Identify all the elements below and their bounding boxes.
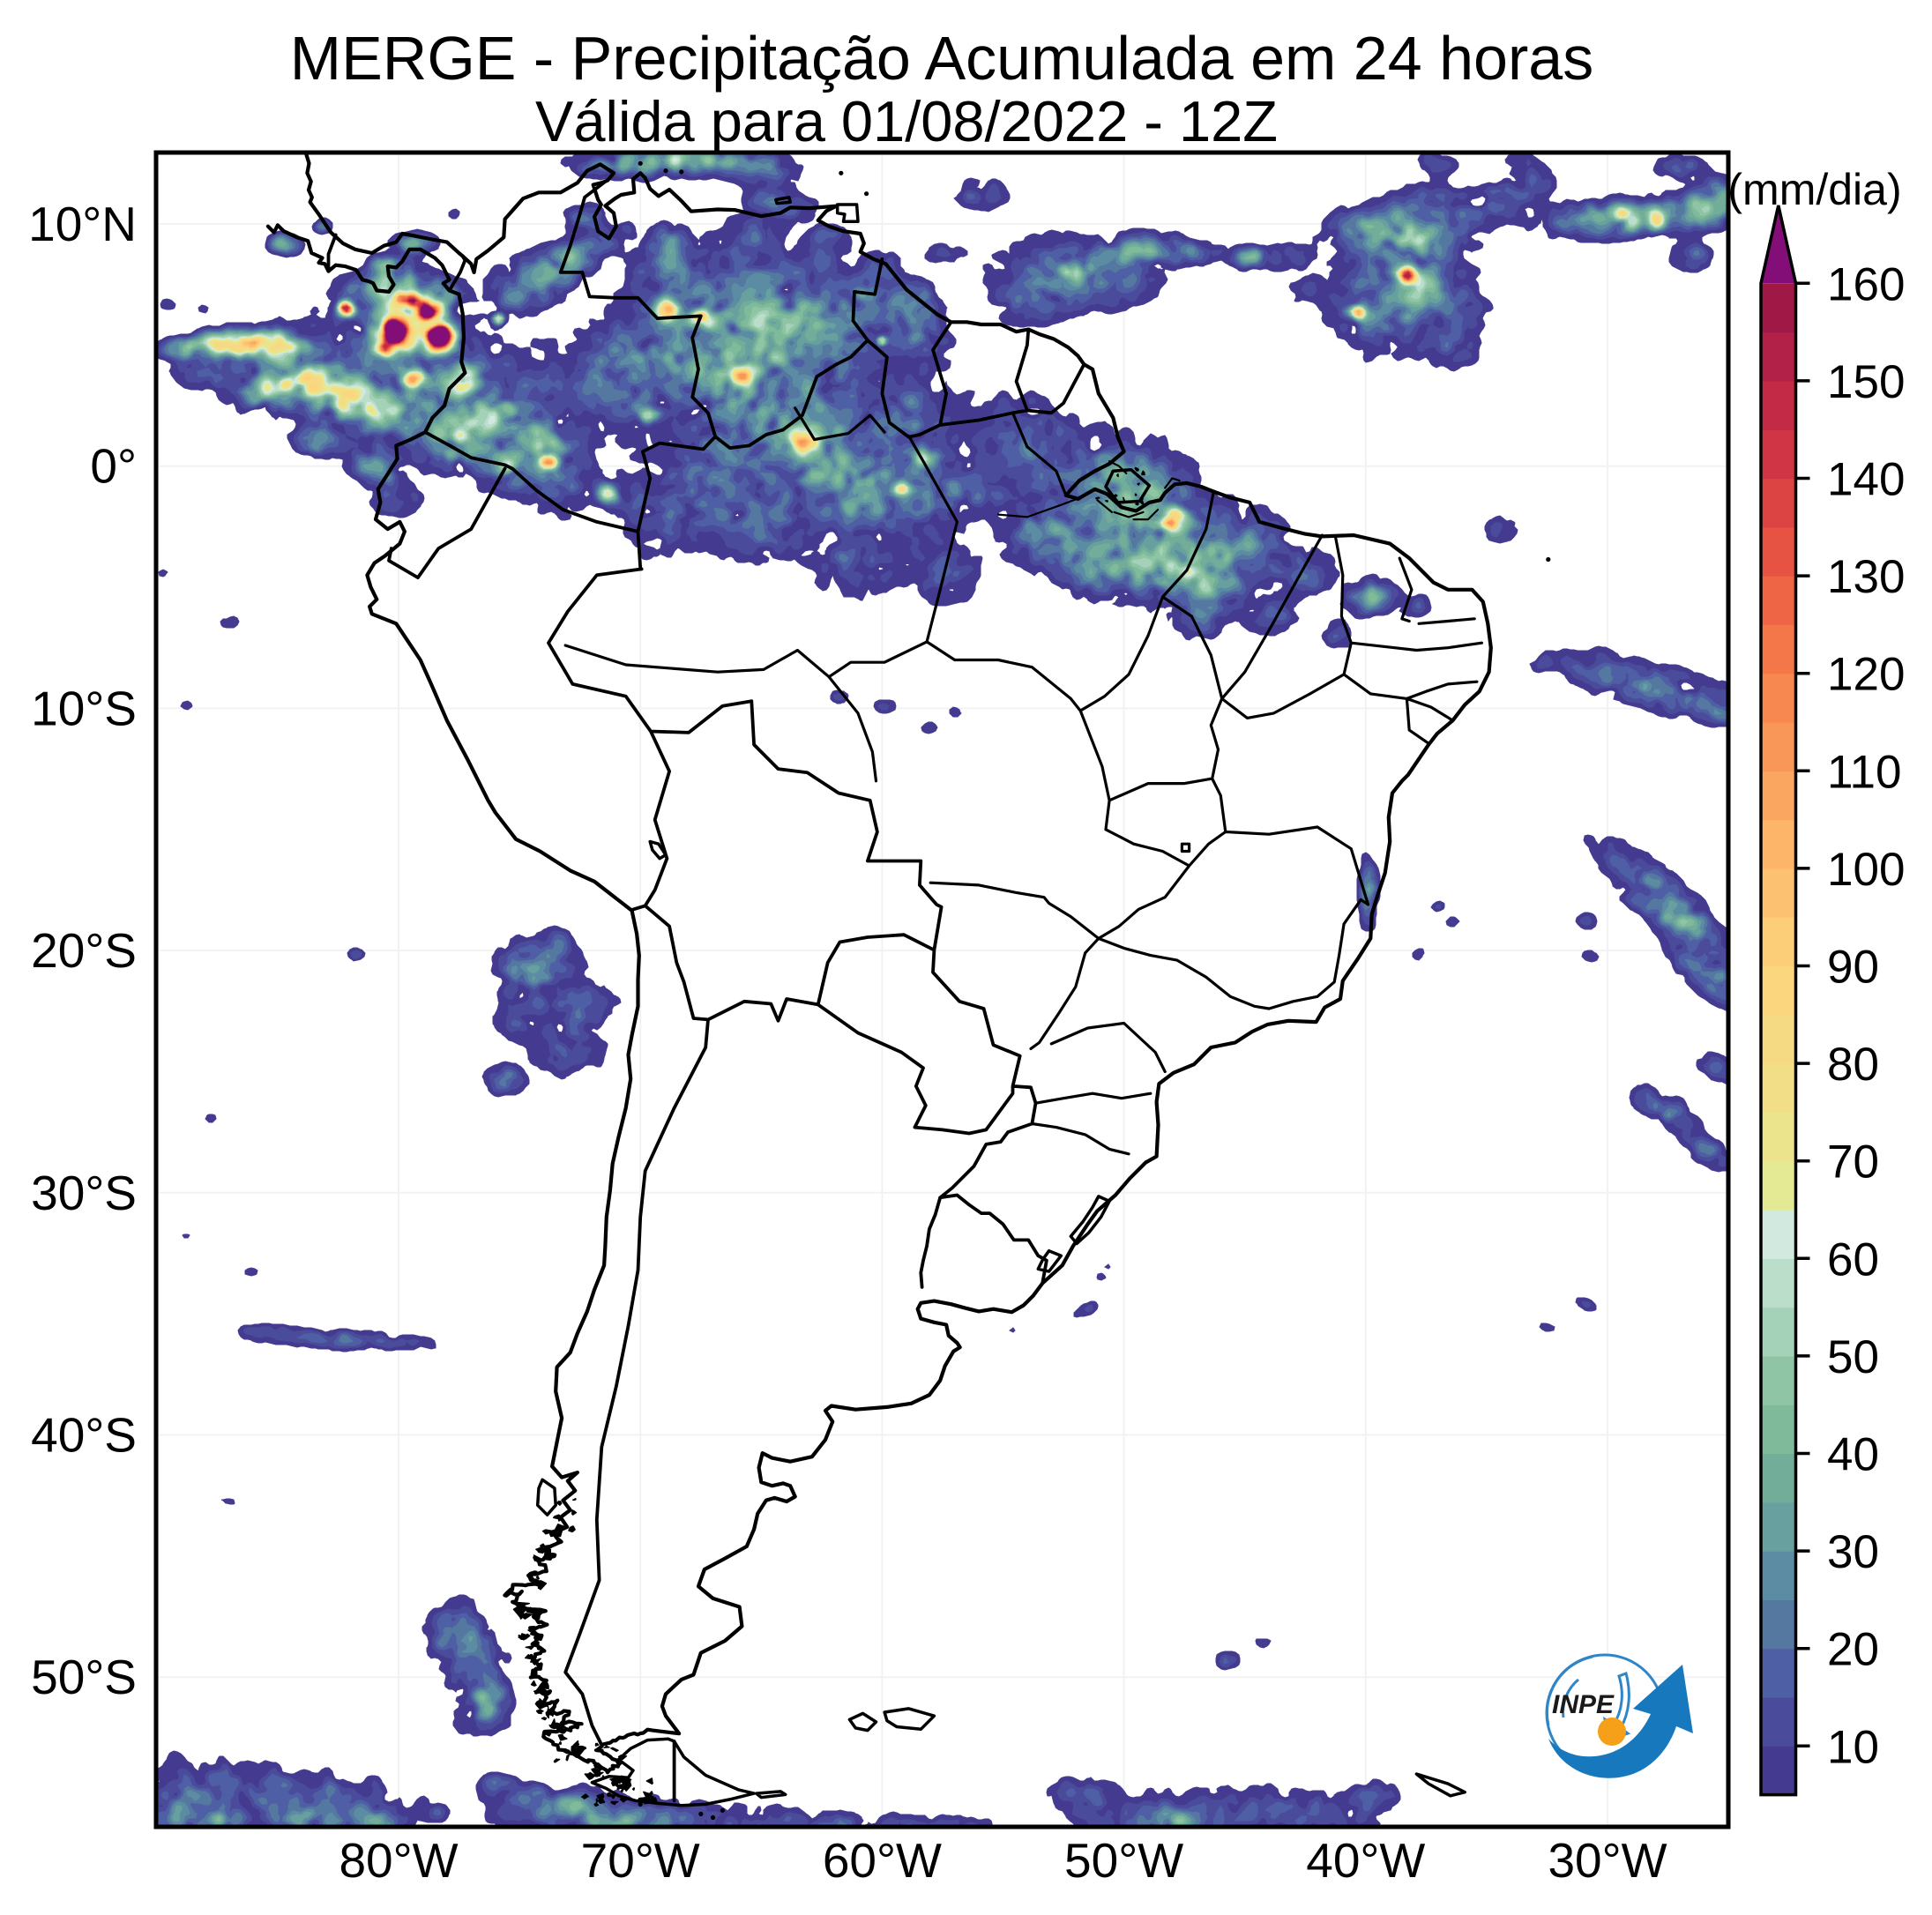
svg-text:120: 120: [1827, 649, 1905, 701]
svg-text:150: 150: [1827, 356, 1905, 408]
svg-text:40°S: 40°S: [31, 1408, 137, 1463]
svg-text:110: 110: [1827, 746, 1902, 798]
svg-text:40: 40: [1827, 1429, 1879, 1481]
svg-text:80°W: 80°W: [339, 1833, 458, 1888]
svg-text:30°S: 30°S: [31, 1166, 137, 1220]
svg-text:160: 160: [1827, 258, 1905, 310]
svg-text:10: 10: [1827, 1721, 1879, 1773]
svg-text:20: 20: [1827, 1624, 1879, 1676]
svg-text:(mm/dia): (mm/dia): [1727, 165, 1901, 214]
svg-text:50: 50: [1827, 1331, 1879, 1383]
svg-text:40°W: 40°W: [1306, 1833, 1425, 1888]
svg-text:Válida para 01/08/2022 - 12Z: Válida para 01/08/2022 - 12Z: [535, 89, 1278, 153]
svg-text:30°W: 30°W: [1548, 1833, 1667, 1888]
svg-text:0°: 0°: [90, 439, 137, 494]
svg-text:10°S: 10°S: [31, 681, 137, 735]
svg-text:50°S: 50°S: [31, 1650, 137, 1704]
svg-text:130: 130: [1827, 551, 1905, 603]
svg-text:70: 70: [1827, 1136, 1879, 1188]
svg-text:INPE: INPE: [1552, 1690, 1615, 1719]
svg-text:80: 80: [1827, 1039, 1879, 1091]
svg-text:60: 60: [1827, 1233, 1879, 1285]
svg-text:MERGE - Precipitação Acumulada: MERGE - Precipitação Acumulada em 24 hor…: [290, 24, 1593, 93]
svg-text:50°W: 50°W: [1064, 1833, 1183, 1888]
svg-text:30: 30: [1827, 1526, 1879, 1578]
svg-text:140: 140: [1827, 454, 1905, 506]
svg-text:10°N: 10°N: [28, 197, 137, 251]
svg-text:100: 100: [1827, 844, 1905, 896]
svg-text:60°W: 60°W: [823, 1833, 942, 1888]
svg-text:70°W: 70°W: [581, 1833, 700, 1888]
svg-text:20°S: 20°S: [31, 923, 137, 978]
svg-text:90: 90: [1827, 942, 1879, 994]
